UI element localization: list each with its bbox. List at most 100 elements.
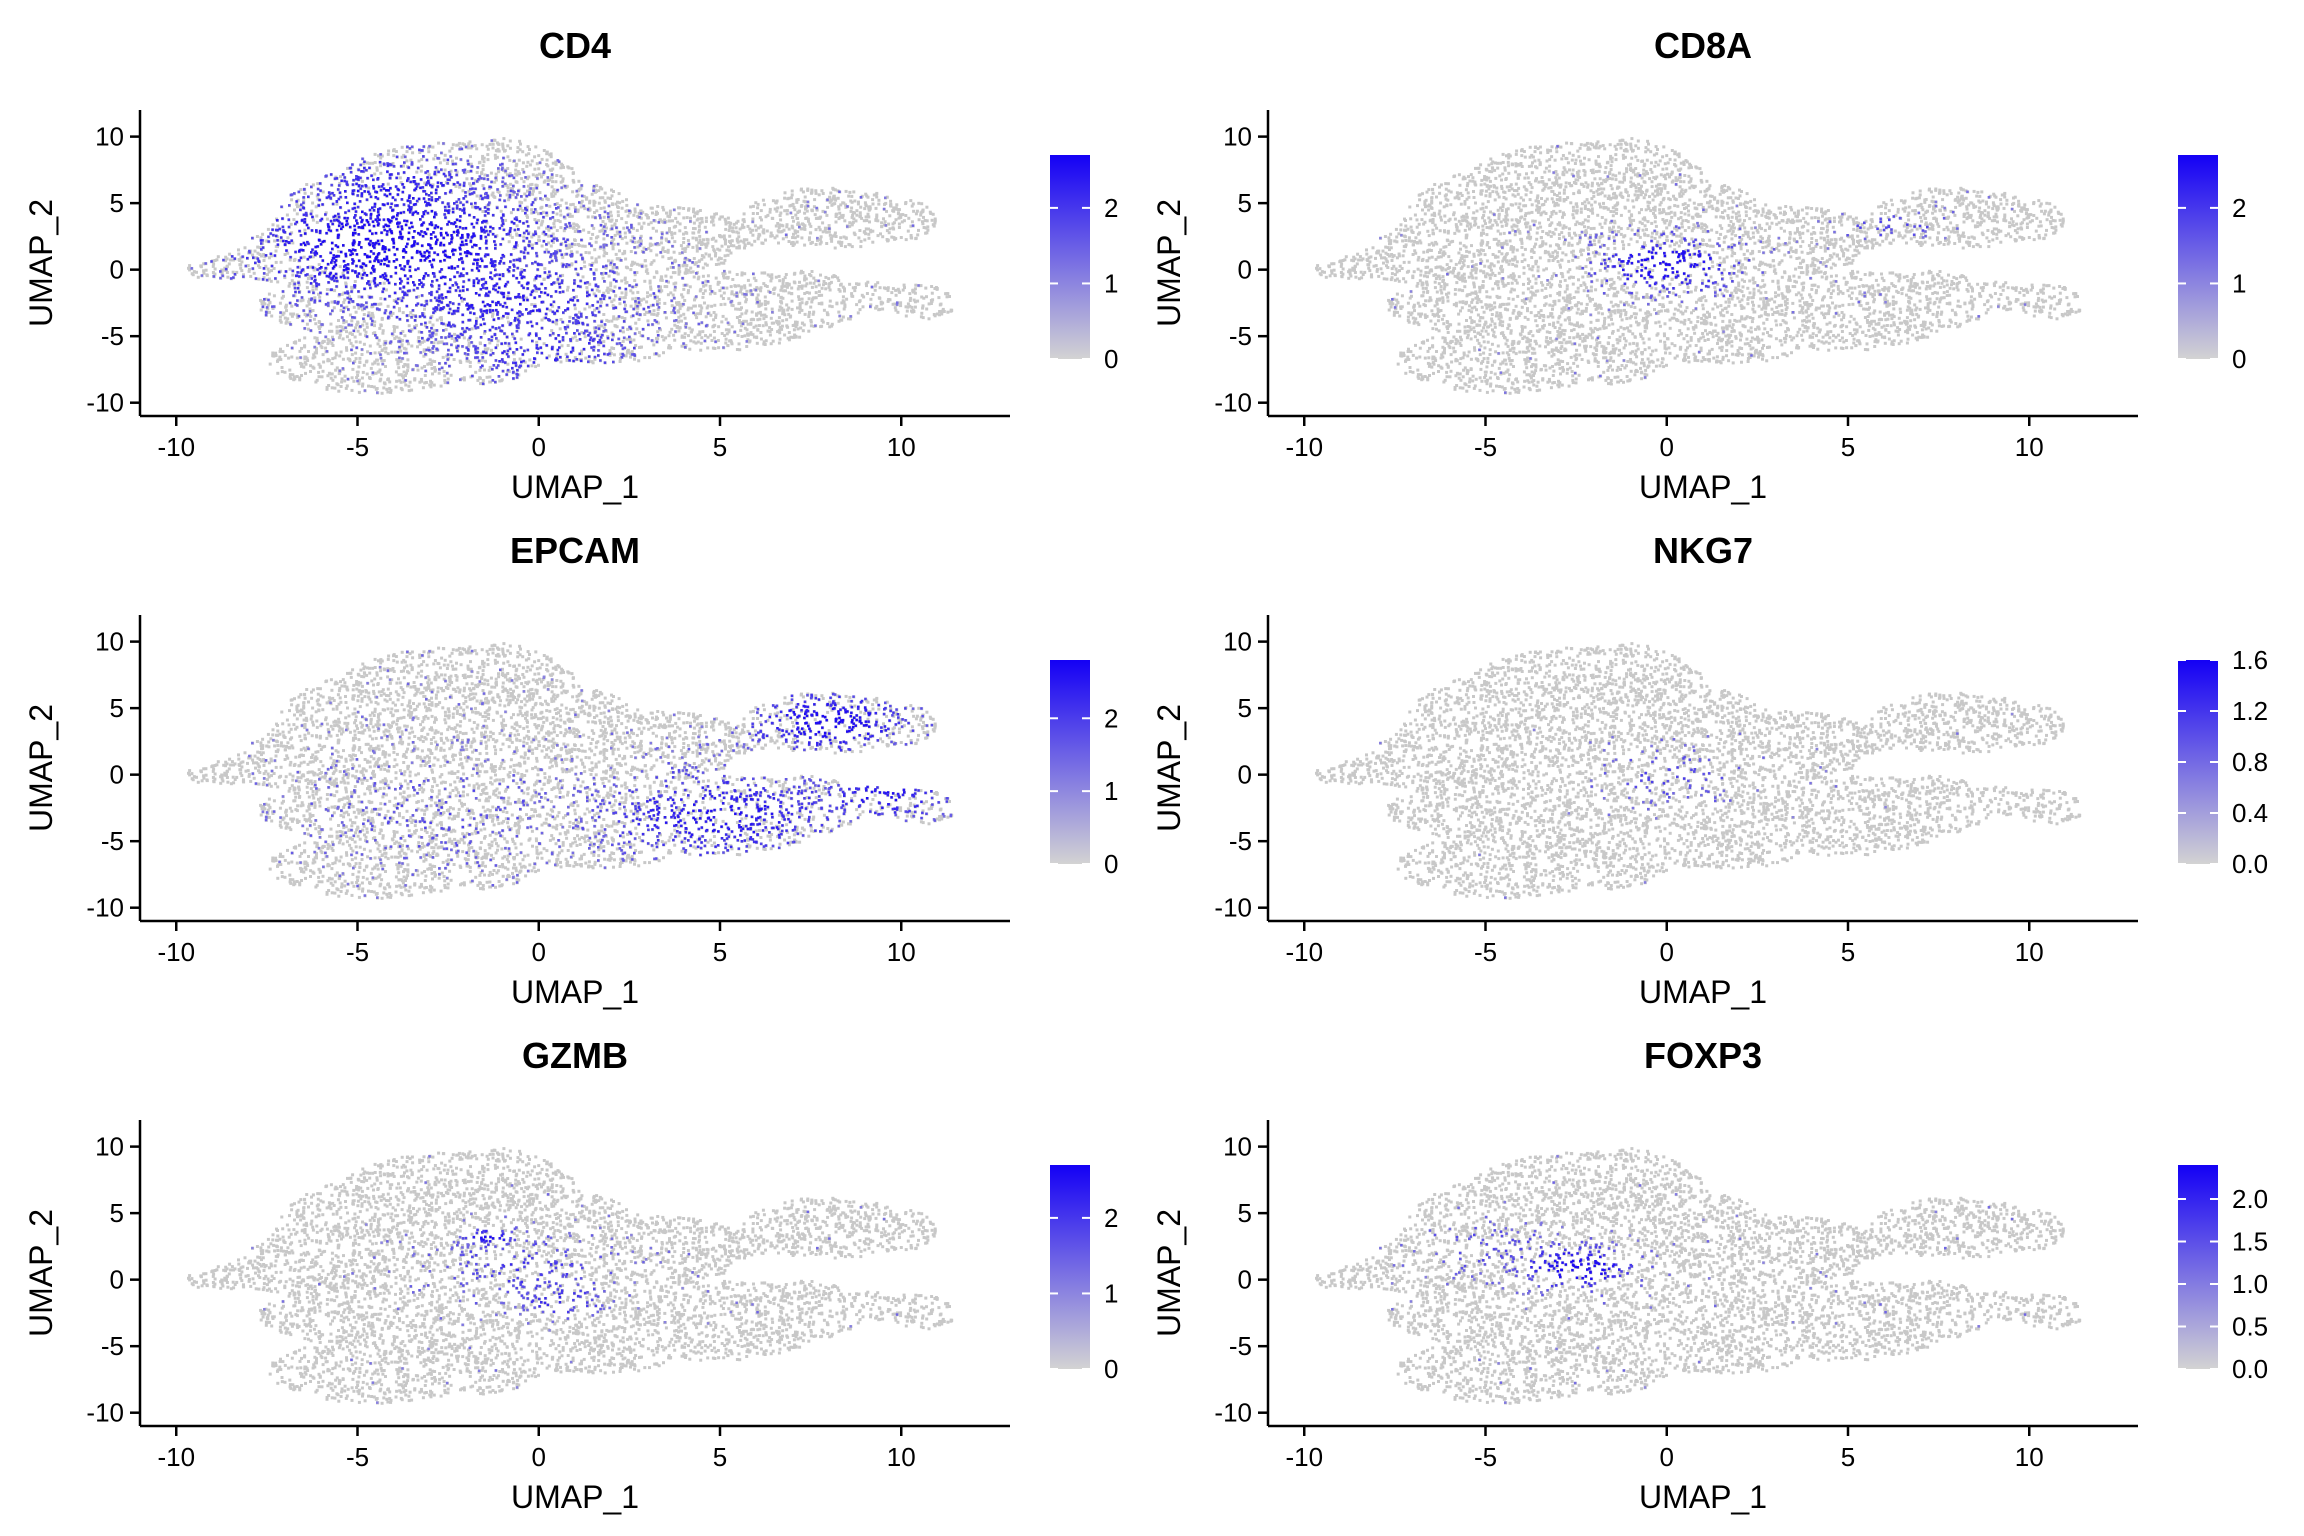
cell-point	[367, 311, 371, 315]
cell-point	[664, 274, 668, 278]
cell-point	[361, 382, 365, 386]
cell-point	[643, 356, 647, 360]
cell-point	[432, 383, 436, 387]
cell-point	[313, 336, 317, 340]
cell-point	[831, 234, 835, 238]
cell-point	[723, 217, 727, 221]
cell-point	[836, 196, 840, 200]
cell-point	[740, 312, 744, 316]
cell-point	[624, 303, 627, 307]
cell-point	[345, 335, 349, 339]
cell-point	[341, 337, 345, 341]
cell-point	[623, 296, 627, 299]
cell-point	[685, 264, 689, 267]
cell-point	[311, 218, 315, 222]
cell-point	[527, 152, 531, 156]
cell-point	[429, 385, 433, 389]
cell-point	[775, 234, 779, 238]
cell-point	[705, 306, 709, 310]
cell-point	[675, 302, 679, 306]
cell-point	[695, 244, 699, 248]
cell-point	[278, 301, 282, 305]
cell-point	[616, 257, 620, 261]
cell-point	[607, 259, 610, 263]
cell-point	[191, 273, 195, 277]
cell-point	[795, 200, 799, 204]
cell-point	[848, 190, 852, 194]
cell-point	[439, 384, 443, 388]
cell-point	[371, 161, 375, 165]
cell-point	[619, 352, 623, 356]
cell-point	[550, 175, 554, 179]
cell-point	[433, 369, 437, 373]
cell-point	[780, 301, 784, 305]
cell-point	[341, 357, 345, 361]
cell-point	[906, 229, 910, 233]
cell-point	[499, 379, 503, 383]
cell-point	[602, 340, 606, 344]
cell-point	[683, 335, 687, 339]
cell-point	[510, 235, 514, 239]
cell-point	[813, 213, 817, 217]
cell-point	[722, 234, 726, 238]
cell-point	[343, 298, 347, 302]
cell-point	[608, 349, 612, 352]
cell-point	[389, 388, 393, 392]
cell-point	[502, 137, 506, 141]
cell-point	[906, 305, 910, 309]
cell-point	[744, 298, 748, 302]
cell-point	[682, 241, 686, 244]
cell-point	[760, 313, 763, 317]
cell-point	[343, 379, 347, 383]
cell-point	[545, 158, 549, 162]
cell-point	[791, 226, 795, 230]
cell-point	[356, 329, 360, 333]
cell-point	[340, 377, 344, 381]
cell-point	[809, 274, 813, 278]
cell-point	[567, 207, 571, 211]
cell-point	[912, 209, 916, 213]
cell-point	[843, 289, 846, 293]
cell-point	[677, 329, 681, 333]
cell-point	[921, 306, 925, 310]
cell-point	[726, 344, 730, 348]
cell-point	[913, 305, 917, 309]
cell-point	[725, 332, 729, 336]
cell-point	[303, 228, 307, 232]
cell-point	[399, 349, 403, 353]
cell-point	[522, 235, 526, 239]
cell-point	[920, 210, 924, 214]
cell-point	[664, 316, 668, 320]
cell-point	[663, 285, 667, 288]
cell-point	[818, 228, 822, 232]
cell-point	[449, 373, 453, 377]
cell-point	[583, 207, 587, 211]
cell-point	[848, 317, 852, 321]
cell-point	[735, 316, 739, 319]
cell-point	[486, 158, 490, 162]
cell-point	[543, 179, 547, 183]
cell-point	[311, 285, 315, 288]
cell-point	[314, 349, 318, 353]
cell-point	[581, 244, 585, 248]
cell-point	[740, 271, 744, 275]
cell-point	[289, 222, 293, 226]
cell-point	[405, 159, 409, 163]
cell-point	[304, 371, 307, 375]
cell-point	[796, 230, 800, 234]
cell-point	[430, 366, 434, 370]
cell-point	[528, 358, 532, 362]
cell-point	[495, 155, 499, 159]
cell-point	[264, 264, 268, 268]
cell-point	[293, 208, 296, 212]
cell-point	[610, 331, 614, 335]
cell-point	[702, 238, 705, 242]
cell-point	[821, 192, 825, 195]
cell-point	[924, 231, 928, 235]
cell-point	[896, 212, 900, 216]
cell-point	[628, 211, 632, 215]
cell-point	[584, 251, 588, 254]
cell-point	[358, 356, 362, 360]
cell-point	[373, 324, 376, 328]
